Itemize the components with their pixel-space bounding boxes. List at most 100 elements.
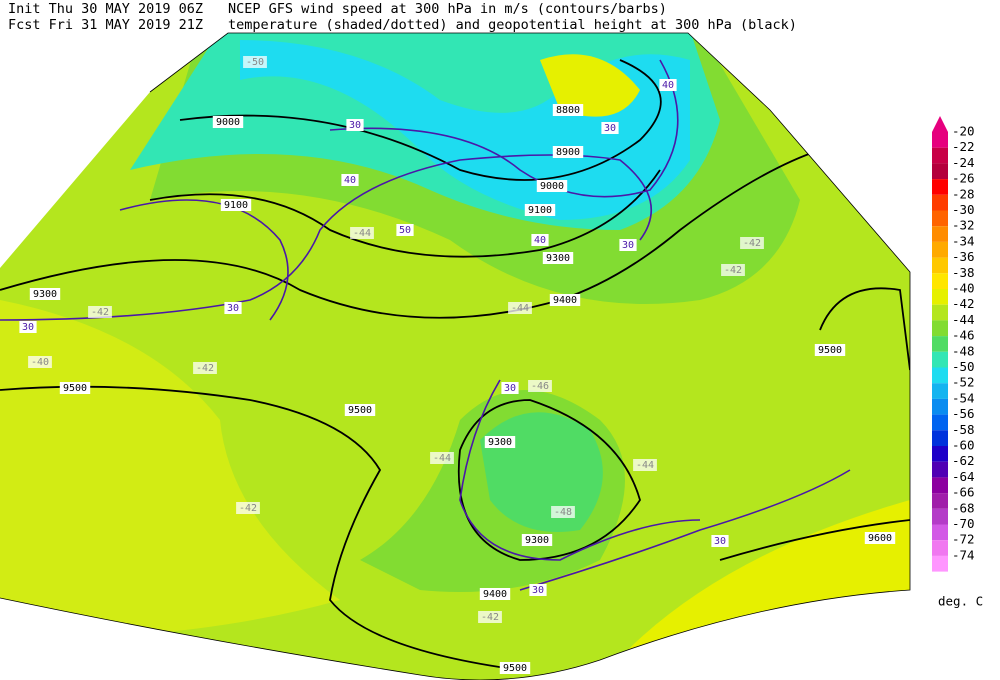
title-line-2: temperature (shaded/dotted) and geopoten… xyxy=(228,17,797,33)
colorbar-swatch xyxy=(932,210,948,227)
colorbar-swatch xyxy=(932,132,948,148)
colorbar-label: -66 xyxy=(952,485,975,500)
label-box xyxy=(711,535,729,547)
temperature-label: -44 xyxy=(511,303,529,314)
colorbar-label: -20 xyxy=(952,124,975,139)
colorbar-label: -22 xyxy=(952,139,975,154)
label-box xyxy=(499,662,531,674)
colorbar-label: -46 xyxy=(952,328,975,343)
label-box xyxy=(220,199,252,211)
height-label: 9300 xyxy=(525,535,549,546)
temperature-label: -40 xyxy=(31,357,49,368)
label-box xyxy=(236,502,260,514)
height-label: 9000 xyxy=(216,117,240,128)
label-box xyxy=(350,227,374,239)
colorbar-swatch xyxy=(932,147,948,164)
height-label: 9100 xyxy=(224,200,248,211)
colorbar-label: -52 xyxy=(952,375,975,390)
colorbar-swatch xyxy=(932,461,948,478)
label-box xyxy=(524,204,556,216)
label-box xyxy=(601,122,619,134)
height-label: 9000 xyxy=(540,181,564,192)
height-contours xyxy=(0,59,910,671)
label-box xyxy=(521,534,553,546)
colorbar-label: -70 xyxy=(952,516,975,531)
wind-label: 30 xyxy=(604,123,616,134)
colorbar-label: -32 xyxy=(952,218,975,233)
wind-label: 30 xyxy=(532,585,544,596)
temperature-label: -42 xyxy=(724,265,742,276)
colorbar-unit: deg. C xyxy=(938,594,983,609)
temperature-label: -42 xyxy=(481,612,499,623)
label-box xyxy=(864,532,896,544)
colorbar-swatch xyxy=(932,555,948,572)
colorbar-swatch xyxy=(932,446,948,462)
height-label: 9400 xyxy=(483,589,507,600)
label-box xyxy=(478,611,502,623)
label-box xyxy=(619,239,637,251)
forecast-time: Fcst Fri 31 MAY 2019 21Z xyxy=(8,17,203,33)
label-box xyxy=(28,356,52,368)
header: Init Thu 30 MAY 2019 06Z Fcst Fri 31 MAY… xyxy=(8,1,797,33)
colorbar-swatch xyxy=(932,336,948,352)
colorbar-label: -74 xyxy=(952,547,975,562)
wind-label: 30 xyxy=(349,120,361,131)
colorbar-label: -44 xyxy=(952,312,975,327)
label-box xyxy=(552,104,584,116)
colorbar-label: -48 xyxy=(952,343,975,358)
colorbar-swatch xyxy=(932,304,948,321)
label-box xyxy=(508,302,532,314)
height-label: 9300 xyxy=(33,289,57,300)
height-label: 9500 xyxy=(818,345,842,356)
label-box xyxy=(88,306,112,318)
temperature-label: -44 xyxy=(353,228,371,239)
colorbar-swatch xyxy=(932,163,948,180)
height-label: 8800 xyxy=(556,105,580,116)
wind-label: 30 xyxy=(714,536,726,547)
colorbar-label: -40 xyxy=(952,281,975,296)
label-box xyxy=(549,294,581,306)
wind-label: 30 xyxy=(504,383,516,394)
colorbar-label: -26 xyxy=(952,171,975,186)
label-box xyxy=(193,362,217,374)
temperature-label: -48 xyxy=(554,507,572,518)
colorbar-swatch xyxy=(932,351,948,368)
colorbar-label: -56 xyxy=(952,406,975,421)
colorbar-swatch xyxy=(932,226,948,242)
temperature-label: -50 xyxy=(246,57,264,68)
height-label: 9100 xyxy=(528,205,552,216)
wind-label: 30 xyxy=(227,303,239,314)
temperature-label: -44 xyxy=(636,460,654,471)
height-label: 8900 xyxy=(556,147,580,158)
label-box xyxy=(528,380,552,392)
colorbar-swatch xyxy=(932,398,948,415)
colorbar-label: -42 xyxy=(952,296,975,311)
colorbar-swatch xyxy=(932,179,948,195)
colorbar-swatch xyxy=(932,540,948,556)
height-label: 9500 xyxy=(348,405,372,416)
label-box xyxy=(29,288,61,300)
colorbar-arrow xyxy=(932,116,948,132)
colorbar-swatch xyxy=(932,273,948,289)
label-box xyxy=(531,234,549,246)
colorbar-label: -54 xyxy=(952,390,975,405)
colorbar-label: -62 xyxy=(952,453,975,468)
height-label: 9300 xyxy=(546,253,570,264)
label-box xyxy=(59,382,91,394)
colorbar-label: -28 xyxy=(952,186,975,201)
colorbar-swatch xyxy=(932,289,948,305)
colorbar-swatch xyxy=(932,257,948,274)
colorbar-label: -36 xyxy=(952,249,975,264)
temperature-label: -42 xyxy=(239,503,257,514)
wind-contours xyxy=(0,59,851,591)
label-box xyxy=(243,56,267,68)
colorbar-swatch xyxy=(932,383,948,399)
height-label: 9500 xyxy=(63,383,87,394)
height-label: 9400 xyxy=(553,295,577,306)
colorbar-label: -30 xyxy=(952,202,975,217)
wind-label: 30 xyxy=(22,322,34,333)
init-time: Init Thu 30 MAY 2019 06Z xyxy=(8,1,203,17)
label-box xyxy=(542,252,574,264)
